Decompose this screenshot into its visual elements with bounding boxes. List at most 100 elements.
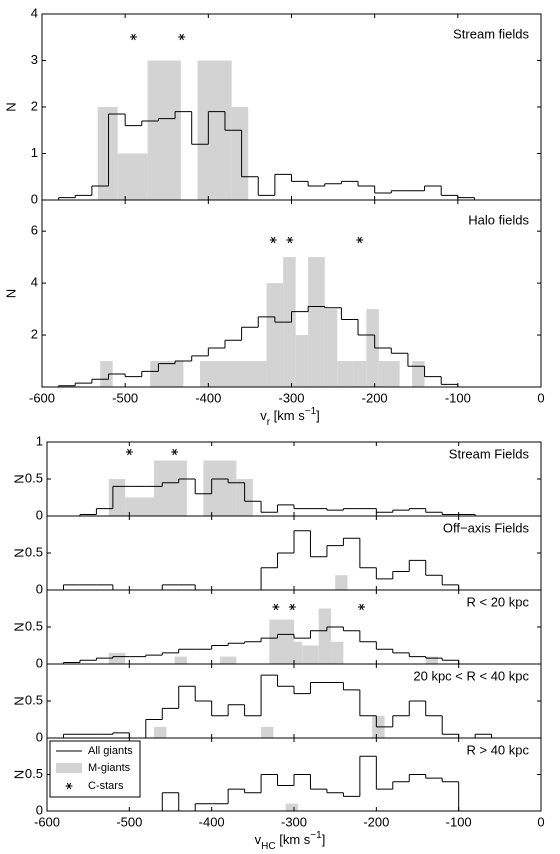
y-axis-label: N [11, 548, 26, 557]
m-giant-bar [261, 726, 274, 738]
m-giant-bar [154, 460, 187, 516]
x-axis-label-part: −1 [310, 830, 322, 841]
c-star [129, 33, 137, 41]
x-tick-label: -100 [446, 814, 472, 829]
m-giant-bar [125, 497, 155, 516]
y-tick-label: 0 [36, 507, 43, 522]
m-giant-bar [324, 309, 338, 387]
y-tick-label: 0 [36, 655, 43, 670]
m-giant-bar [266, 283, 284, 387]
x-tick-label: -600 [29, 390, 55, 405]
x-tick-label: -300 [281, 814, 307, 829]
x-tick-label: -500 [116, 814, 142, 829]
y-tick-label: 4 [31, 275, 38, 290]
x-tick-label: -200 [362, 390, 388, 405]
y-tick-label: 0 [31, 191, 38, 206]
y-tick-label: 6 [31, 223, 38, 238]
x-axis-label-part: HC [261, 841, 275, 852]
y-tick-label: 2 [31, 326, 38, 341]
c-star [272, 603, 280, 611]
m-giant-bar [412, 361, 425, 387]
m-giant-bar [331, 641, 344, 664]
y-tick-label: 0 [36, 581, 43, 596]
y-axis-label: N [3, 102, 18, 111]
y-tick-label: 0.5 [25, 544, 43, 559]
x-axis-label-part: −1 [305, 406, 317, 417]
m-giant-bar [285, 803, 299, 811]
y-tick-label: 0.5 [25, 618, 43, 633]
m-giant-bar [295, 335, 309, 387]
m-giant-bar [318, 608, 332, 664]
m-giant-bar [154, 726, 167, 738]
y-tick-label: 0 [36, 802, 43, 817]
c-star [269, 236, 277, 244]
y-tick-label: 3 [31, 52, 38, 67]
legend-label: M-giants [88, 762, 131, 774]
y-tick-label: 4 [31, 5, 38, 20]
x-tick-label: -100 [445, 390, 471, 405]
m-giant-bar [174, 656, 187, 664]
legend-label: All giants [88, 745, 133, 757]
x-tick-label: 0 [537, 390, 544, 405]
x-axis-label-part: ] [322, 832, 326, 847]
x-tick-label: -500 [112, 390, 138, 405]
m-giant-bar [200, 361, 267, 387]
c-star [286, 236, 294, 244]
m-giant-bar [308, 257, 325, 387]
x-tick-label: -600 [34, 814, 60, 829]
m-giant-bar [203, 460, 237, 516]
panel-label: Stream fields [453, 26, 529, 41]
x-axis-label-part: r [267, 417, 271, 428]
m-giant-bar [108, 652, 126, 664]
c-star [65, 782, 73, 790]
m-giant-bar [150, 361, 184, 387]
m-giant-bar [353, 361, 367, 387]
y-tick-label: 0.5 [25, 470, 43, 485]
y-tick-label: 0.5 [25, 766, 43, 781]
c-star [356, 236, 364, 244]
y-axis-label: N [11, 696, 26, 705]
x-tick-label: 0 [537, 814, 544, 829]
c-star [288, 603, 296, 611]
x-axis-label-part: v [260, 408, 267, 423]
y-axis-label: N [3, 289, 18, 298]
m-giant-bar [425, 656, 439, 664]
m-giant-bar [378, 361, 400, 387]
c-star [178, 33, 186, 41]
panel-label: R < 20 kpc [466, 594, 529, 609]
m-giant-bar [294, 641, 303, 664]
y-tick-label: 0.5 [25, 692, 43, 707]
y-tick-label: 0 [36, 729, 43, 744]
m-giant-bar [337, 361, 354, 387]
legend-swatch [56, 763, 82, 773]
c-star [358, 603, 366, 611]
m-giant-bar [147, 60, 181, 200]
c-star [125, 448, 133, 456]
x-axis-label-part: [km s [270, 408, 305, 423]
panel-label: Stream Fields [449, 446, 530, 461]
m-giant-bar [302, 645, 319, 664]
y-axis-label: N [11, 770, 26, 779]
m-giant-bar [366, 309, 379, 387]
m-giant-bar [97, 107, 118, 200]
x-tick-label: -300 [278, 390, 304, 405]
y-tick-label: 2 [31, 98, 38, 113]
panel-label: R > 40 kpc [466, 742, 529, 757]
y-axis-label: N [11, 474, 26, 483]
m-giant-bar [231, 107, 249, 200]
legend-label: C-stars [88, 780, 124, 792]
x-tick-label: -400 [195, 390, 221, 405]
panel-label: Halo fields [468, 212, 529, 227]
m-giant-bar [117, 153, 148, 200]
y-tick-label: 1 [31, 145, 38, 160]
c-star [171, 448, 179, 456]
x-axis-label: vHC [km s−1] [255, 830, 326, 852]
panel-label: 20 kpc < R < 40 kpc [413, 668, 529, 683]
y-axis-label: N [11, 622, 26, 631]
x-tick-label: -400 [199, 814, 225, 829]
m-giant-bar [100, 361, 113, 387]
x-tick-label: -200 [363, 814, 389, 829]
x-axis-label-part: [km s [276, 832, 311, 847]
m-giant-bar [219, 656, 237, 664]
